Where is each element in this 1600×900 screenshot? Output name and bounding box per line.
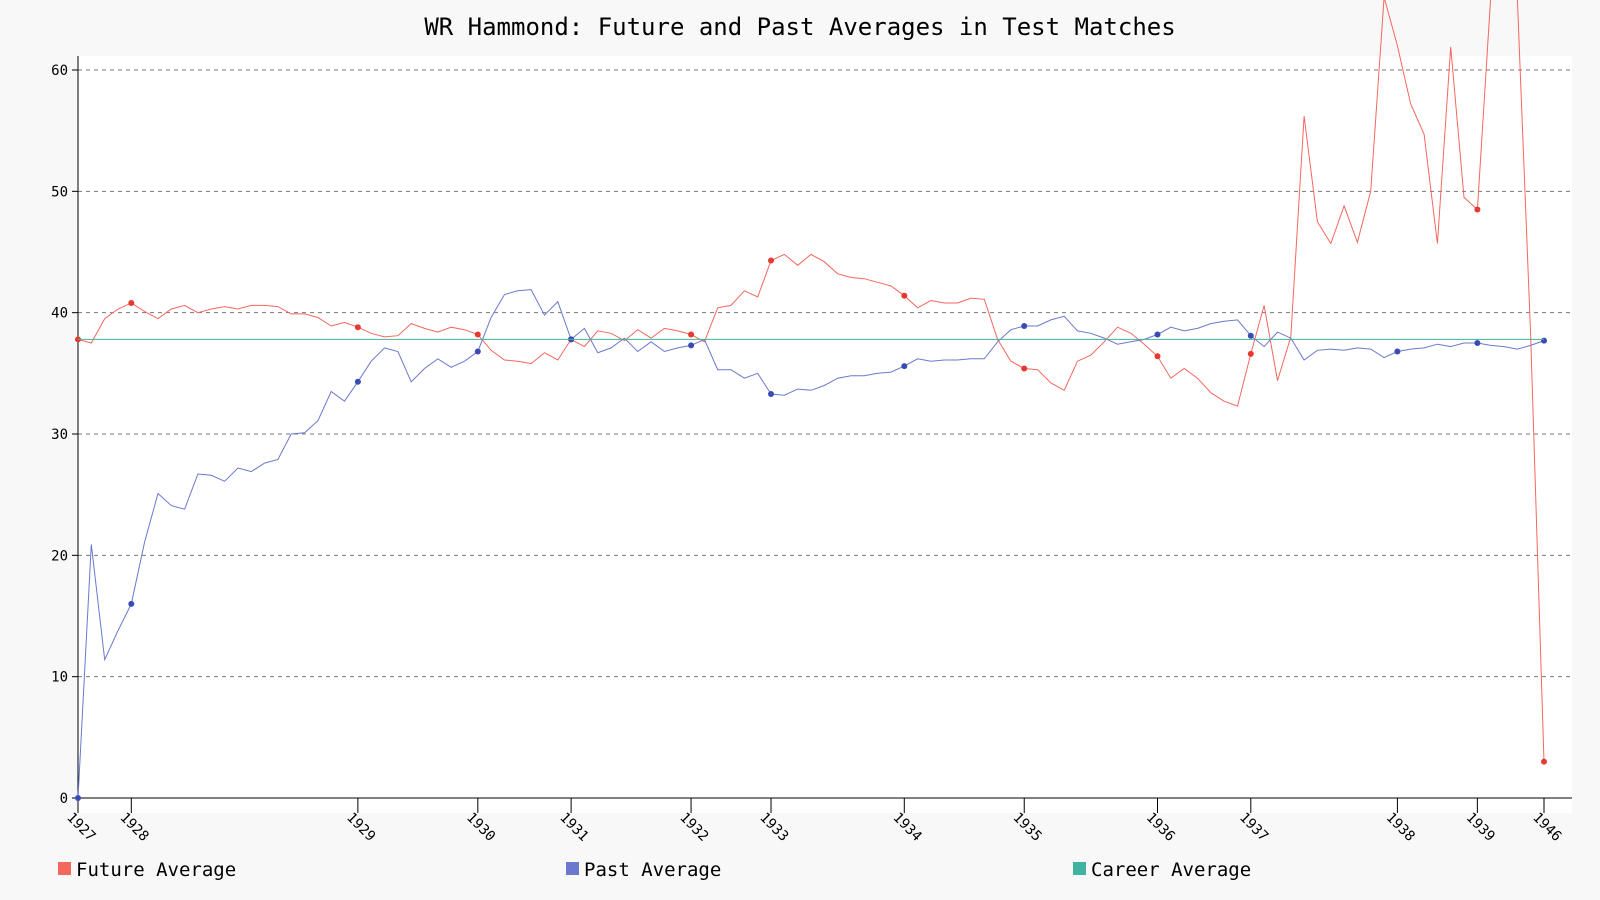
data-point-future (1474, 206, 1481, 213)
data-point-past (474, 348, 481, 355)
y-tick-label: 60 (51, 63, 68, 79)
data-point-past (901, 363, 908, 370)
grid-lines (78, 69, 1572, 678)
data-point-future (354, 324, 361, 331)
data-point-past (1021, 323, 1028, 329)
legend-swatch-future (58, 862, 71, 875)
y-tick-label: 0 (60, 791, 68, 807)
legend-label-career: Career Average (1091, 859, 1251, 881)
x-tick-label: 1928 (117, 810, 152, 845)
x-tick-label: 1938 (1383, 810, 1418, 845)
series-line-past (77, 289, 1545, 799)
x-tick-label: 1931 (556, 810, 591, 845)
chart-title: WR Hammond: Future and Past Averages in … (424, 13, 1175, 41)
x-tick-label: 1933 (756, 810, 791, 845)
data-point-past (354, 378, 361, 385)
legend-label-future: Future Average (76, 859, 236, 881)
y-tick-label: 30 (51, 427, 68, 443)
data-point-past (1541, 337, 1547, 344)
x-tick-label: 1937 (1236, 810, 1271, 845)
series-group (75, 0, 1547, 801)
x-tick-label: 1934 (890, 810, 925, 845)
x-tick-label: 1927 (63, 810, 98, 845)
data-point-past (75, 795, 81, 801)
data-point-future (128, 300, 135, 306)
data-point-future (474, 331, 481, 338)
x-tick-label: 1939 (1463, 810, 1498, 845)
data-point-past (1394, 348, 1401, 355)
y-tick-label: 10 (51, 670, 68, 686)
data-point-future (688, 331, 695, 338)
series-line-future (77, 0, 1545, 762)
data-point-future (1247, 350, 1254, 357)
data-point-future (901, 292, 908, 299)
x-tick-label: 1936 (1143, 810, 1178, 845)
data-point-past (688, 342, 695, 349)
y-tick-label: 40 (51, 306, 68, 322)
data-point-future (1541, 758, 1547, 765)
data-point-future (1021, 365, 1028, 372)
y-axis-ticks: 0 10 20 30 40 50 60 (51, 63, 78, 807)
legend-swatch-past (566, 862, 579, 875)
y-tick-label: 20 (51, 548, 68, 564)
legend-label-past: Past Average (584, 859, 721, 881)
data-point-past (1154, 331, 1161, 338)
data-point-future (768, 257, 774, 264)
data-point-past (768, 391, 774, 397)
legend: Future Average Past Average Career Avera… (58, 859, 1251, 881)
data-point-future (1154, 353, 1161, 360)
x-tick-label: 1946 (1529, 810, 1564, 845)
x-tick-label: 1930 (463, 810, 498, 845)
data-point-past (128, 600, 135, 607)
x-tick-label: 1929 (343, 810, 378, 845)
x-tick-label: 1935 (1009, 810, 1044, 845)
data-point-past (1247, 332, 1254, 339)
legend-swatch-career (1073, 862, 1086, 875)
x-tick-label: 1932 (676, 810, 711, 845)
y-tick-label: 50 (51, 184, 68, 200)
data-point-past (1474, 340, 1481, 346)
